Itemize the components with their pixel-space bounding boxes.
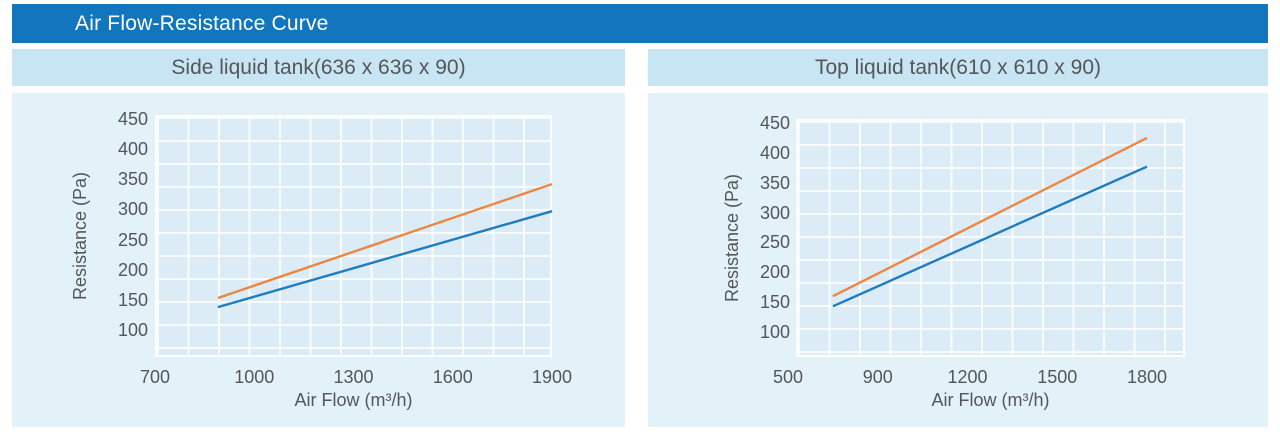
y-tick-label: 450 <box>759 113 790 133</box>
chart-title-top-tank: Top liquid tank(610 x 610 x 90) <box>648 49 1268 86</box>
y-tick-label: 450 <box>117 109 148 129</box>
y-tick-label: 300 <box>759 202 790 223</box>
chart-section-side-tank: Side liquid tank(636 x 636 x 90) Resista… <box>12 0 625 444</box>
plot-area <box>155 115 552 357</box>
chart-title-label: Side liquid tank(636 x 636 x 90) <box>171 55 466 79</box>
y-tick-label: 200 <box>117 259 148 280</box>
chart-title-label: Top liquid tank(610 x 610 x 90) <box>814 55 1101 79</box>
x-tick-label: 900 <box>862 367 893 387</box>
x-tick-label: 1000 <box>234 367 275 387</box>
y-tick-label: 350 <box>759 172 790 193</box>
x-tick-label: 1500 <box>1037 367 1078 387</box>
line-chart-side-tank: Resistance (Pa) Air Flow (m³/h) 450 400 35… <box>12 93 625 427</box>
x-tick-label: 1600 <box>432 367 473 387</box>
x-tick-label: 500 <box>772 367 804 387</box>
y-tick-label: 150 <box>117 289 148 310</box>
y-tick-label: 400 <box>117 139 148 160</box>
chart-section-top-tank: Top liquid tank(610 x 610 x 90) Resistan… <box>648 0 1268 444</box>
line-chart-top-tank: Resistance (Pa) Air Flow (m³/h) 450 400 35… <box>648 93 1268 427</box>
plot-area <box>796 119 1185 357</box>
y-tick-label: 100 <box>117 320 148 340</box>
y-tick-label: 250 <box>117 229 148 250</box>
chart-title-side-tank: Side liquid tank(636 x 636 x 90) <box>12 49 625 86</box>
y-tick-label: 250 <box>759 232 790 253</box>
x-axis-title: Air Flow (m³/h) <box>931 390 1050 410</box>
x-tick-label: 1900 <box>531 367 573 387</box>
y-tick-label: 350 <box>117 169 148 190</box>
x-tick-label: 1200 <box>947 367 988 387</box>
x-tick-label: 700 <box>139 367 171 387</box>
y-tick-label: 150 <box>759 292 790 313</box>
x-axis-title: Air Flow (m³/h) <box>294 390 413 410</box>
y-tick-label: 100 <box>759 322 790 342</box>
y-tick-label: 400 <box>759 142 790 163</box>
y-tick-label: 300 <box>117 199 148 220</box>
x-tick-label: 1300 <box>333 367 374 387</box>
y-tick-label: 200 <box>759 262 790 283</box>
figure-title: Air Flow-Resistance Curve <box>75 11 329 35</box>
x-tick-label: 1800 <box>1126 367 1168 387</box>
figure-title-bar: Air Flow-Resistance Curve <box>12 4 1268 43</box>
